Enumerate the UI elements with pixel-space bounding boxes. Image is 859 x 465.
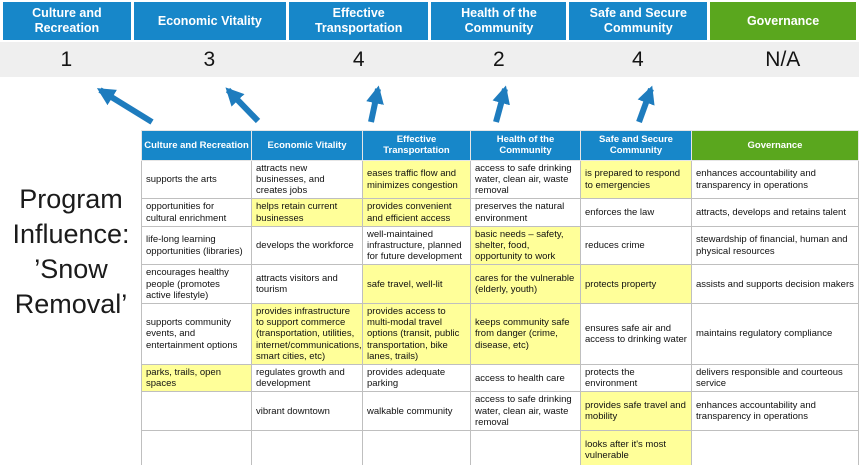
matrix-cell: attracts new businesses, and creates job… [251,159,363,200]
matrix-cell: encourages healthy people (promotes acti… [141,264,252,305]
matrix-header-1: Economic Vitality [251,130,363,161]
matrix-cell: walkable community [362,391,471,432]
matrix-row: opportunities for cultural enrichment hel… [141,198,859,227]
matrix-cell: cares for the vulnerable (elderly, youth… [470,264,581,305]
matrix-cell: life-long learning opportunities (librar… [141,225,252,266]
program-influence-line1: Program Influence: [12,184,130,249]
matrix-cell: enforces the law [580,198,692,227]
matrix-cell [470,430,581,465]
matrix-cell: reduces crime [580,225,692,266]
matrix-cell: provides adequate parking [362,364,471,393]
matrix-cell: access to health care [470,364,581,393]
matrix-cell: keeps community safe from danger (crime,… [470,303,581,366]
matrix-cell: provides convenient and efficient access [362,198,471,227]
matrix-header-0: Culture and Recreation [141,130,252,161]
score-band: 1 3 4 2 4 N/A [0,42,859,77]
summary-header-row: Culture and Recreation Economic Vitality E… [3,2,856,40]
matrix-row: life-long learning opportunities (librar… [141,225,859,266]
matrix-cell: enhances accountability and transparency… [691,391,859,432]
up-arrow-icon [96,87,154,125]
summary-header-3: Health of the Community [431,2,567,40]
matrix-cell: safe travel, well-lit [362,264,471,305]
matrix-cell: regulates growth and development [251,364,363,393]
matrix-cell: vibrant downtown [251,391,363,432]
matrix-cell: opportunities for cultural enrichment [141,198,252,227]
matrix-cell: delivers responsible and courteous servi… [691,364,859,393]
matrix-cell: provides infrastructure to support comme… [251,303,363,366]
matrix-cell: ensures safe air and access to drinking … [580,303,692,366]
influence-matrix: Culture and Recreation Economic Vitality E… [141,130,859,465]
up-arrow-icon [636,85,655,124]
matrix-cell: maintains regulatory compliance [691,303,859,366]
matrix-cell: assists and supports decision makers [691,264,859,305]
matrix-cell: stewardship of financial, human and phys… [691,225,859,266]
score-value-0: 1 [60,47,73,71]
program-influence-label: Program Influence: ’Snow Removal’ [0,182,142,322]
matrix-row: vibrant downtown walkable community access… [141,391,859,432]
summary-header-0: Culture and Recreation [3,2,131,40]
matrix-cell: basic needs – safety, shelter, food, opp… [470,225,581,266]
matrix-header-3: Health of the Community [470,130,581,161]
matrix-row: supports community events, and entertain… [141,303,859,366]
matrix-cell: access to safe drinking water, clean air… [470,391,581,432]
matrix-cell: attracts, develops and retains talent [691,198,859,227]
matrix-cell: protects property [580,264,692,305]
up-arrow-icon [366,85,384,123]
matrix-row: parks, trails, open spaces regulates grow… [141,364,859,393]
score-value-3: 2 [492,47,505,71]
matrix-row: supports the arts attracts new businesses… [141,159,859,200]
matrix-cell: access to safe drinking water, clean air… [470,159,581,200]
matrix-cell: eases traffic flow and minimizes congest… [362,159,471,200]
matrix-cell [691,430,859,465]
score-value-2: 4 [352,47,365,71]
up-arrow-icon [225,87,261,124]
matrix-cell: helps retain current businesses [251,198,363,227]
score-value-1: 3 [203,47,216,71]
matrix-row: encourages healthy people (promotes acti… [141,264,859,305]
matrix-header-2: Effective Transportation [362,130,471,161]
matrix-cell [141,430,252,465]
matrix-cell: preserves the natural environment [470,198,581,227]
matrix-cell: provides access to multi-modal travel op… [362,303,471,366]
summary-header-2: Effective Transportation [288,2,429,40]
summary-header-4: Safe and Secure Community [569,2,708,40]
matrix-cell: protects the environment [580,364,692,393]
matrix-header-5: Governance [691,130,859,161]
matrix-cell: looks after it's most vulnerable [580,430,692,465]
program-influence-line2: ’Snow Removal’ [14,254,128,319]
matrix-cell: enhances accountability and transparency… [691,159,859,200]
matrix-row: looks after it's most vulnerable [141,430,859,465]
up-arrow-icon [492,85,510,123]
matrix-cell: provides safe travel and mobility [580,391,692,432]
matrix-header-4: Safe and Secure Community [580,130,692,161]
summary-header-1: Economic Vitality [133,2,286,40]
matrix-cell [251,430,363,465]
matrix-cell [362,430,471,465]
matrix-cell: develops the workforce [251,225,363,266]
matrix-cell [141,391,252,432]
matrix-cell: is prepared to respond to emergencies [580,159,692,200]
matrix-cell: supports the arts [141,159,252,200]
matrix-cell: well-maintained infrastructure, planned … [362,225,471,266]
matrix-cell: attracts visitors and tourism [251,264,363,305]
score-value-4: 4 [631,47,644,71]
summary-header-5: Governance [710,2,856,40]
matrix-cell: parks, trails, open spaces [141,364,252,393]
matrix-cell: supports community events, and entertain… [141,303,252,366]
score-value-5: N/A [765,47,801,71]
